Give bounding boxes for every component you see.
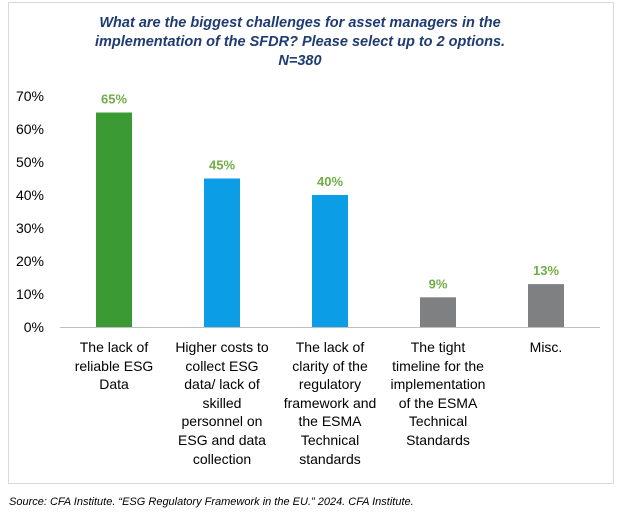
data-label: 45% bbox=[209, 158, 235, 173]
y-tick-label: 40% bbox=[16, 187, 44, 203]
bar bbox=[96, 112, 132, 327]
x-category-label-line: timeline for the bbox=[392, 357, 484, 374]
bars bbox=[96, 112, 564, 327]
data-label: 9% bbox=[429, 276, 448, 291]
x-category-label: Higher costs to collect ESG data/ lack of s… bbox=[166, 338, 278, 468]
x-category-label-line: Misc. bbox=[529, 339, 563, 355]
y-tick-label: 10% bbox=[16, 286, 44, 302]
y-tick-label: 0% bbox=[24, 319, 44, 335]
x-category-label-line: data/ lack of bbox=[184, 376, 260, 393]
x-category-label-line: personnel on bbox=[181, 413, 263, 430]
x-category-label-line: Standards bbox=[406, 431, 470, 448]
y-tick-label: 70% bbox=[16, 88, 44, 104]
x-category-label: The lack of reliable ESG Data bbox=[58, 338, 170, 394]
chart-title-line: implementation of the SFDR? Please selec… bbox=[94, 34, 506, 50]
x-category-label-line: standards bbox=[299, 450, 361, 467]
x-category-label-line: The tight bbox=[410, 339, 466, 355]
x-category-label-line: Higher costs to bbox=[175, 339, 269, 355]
bar bbox=[528, 284, 564, 327]
data-label: 65% bbox=[101, 92, 127, 107]
x-category-label-line: Technical bbox=[300, 431, 360, 448]
y-tick-label: 50% bbox=[16, 154, 44, 170]
x-category-label-line: of the ESMA bbox=[398, 394, 478, 411]
x-category-label-line: clarity of the bbox=[292, 357, 368, 374]
y-tick-label: 20% bbox=[16, 253, 44, 269]
x-category-label-line: The lack of bbox=[79, 339, 149, 355]
y-tick-label: 60% bbox=[16, 121, 44, 137]
chart-title-line: What are the biggest challenges for asse… bbox=[99, 15, 501, 31]
data-label: 40% bbox=[317, 174, 343, 189]
x-category-label-line: framework and bbox=[283, 394, 377, 411]
x-category-label-line: Data bbox=[99, 376, 129, 393]
x-category-label-line: the ESMA bbox=[298, 413, 362, 430]
bar bbox=[312, 195, 348, 327]
x-category-label: The tight timeline for the implementation o… bbox=[382, 338, 494, 450]
y-axis-ticks: 0% 10% 20% 30% 40% 50% 60% 70% bbox=[16, 88, 44, 335]
chart-title-line: N=380 bbox=[278, 53, 322, 69]
bar bbox=[420, 297, 456, 327]
x-category-label: Misc. bbox=[490, 338, 602, 357]
x-category-label-line: collection bbox=[192, 450, 252, 467]
data-labels: 65% 45% 40% 9% 13% bbox=[101, 92, 559, 292]
bar bbox=[204, 178, 240, 327]
x-category-label-line: implementation bbox=[390, 376, 486, 393]
y-tick-label: 30% bbox=[16, 220, 44, 236]
x-category-label-line: reliable ESG bbox=[74, 357, 154, 374]
chart-title: What are the biggest challenges for asse… bbox=[60, 14, 540, 71]
x-category-label-line: regulatory bbox=[298, 376, 362, 393]
x-category-label: The lack of clarity of the regulatory frame… bbox=[274, 338, 386, 468]
data-label: 13% bbox=[533, 263, 559, 278]
x-category-label-line: skilled bbox=[202, 394, 242, 411]
source-note: Source: CFA Institute. “ESG Regulatory F… bbox=[9, 496, 414, 508]
x-category-label-line: collect ESG bbox=[185, 357, 259, 374]
x-category-label-line: ESG and data bbox=[178, 431, 266, 448]
x-category-label-line: The lack of bbox=[295, 339, 365, 355]
x-category-label-line: Technical bbox=[408, 413, 468, 430]
